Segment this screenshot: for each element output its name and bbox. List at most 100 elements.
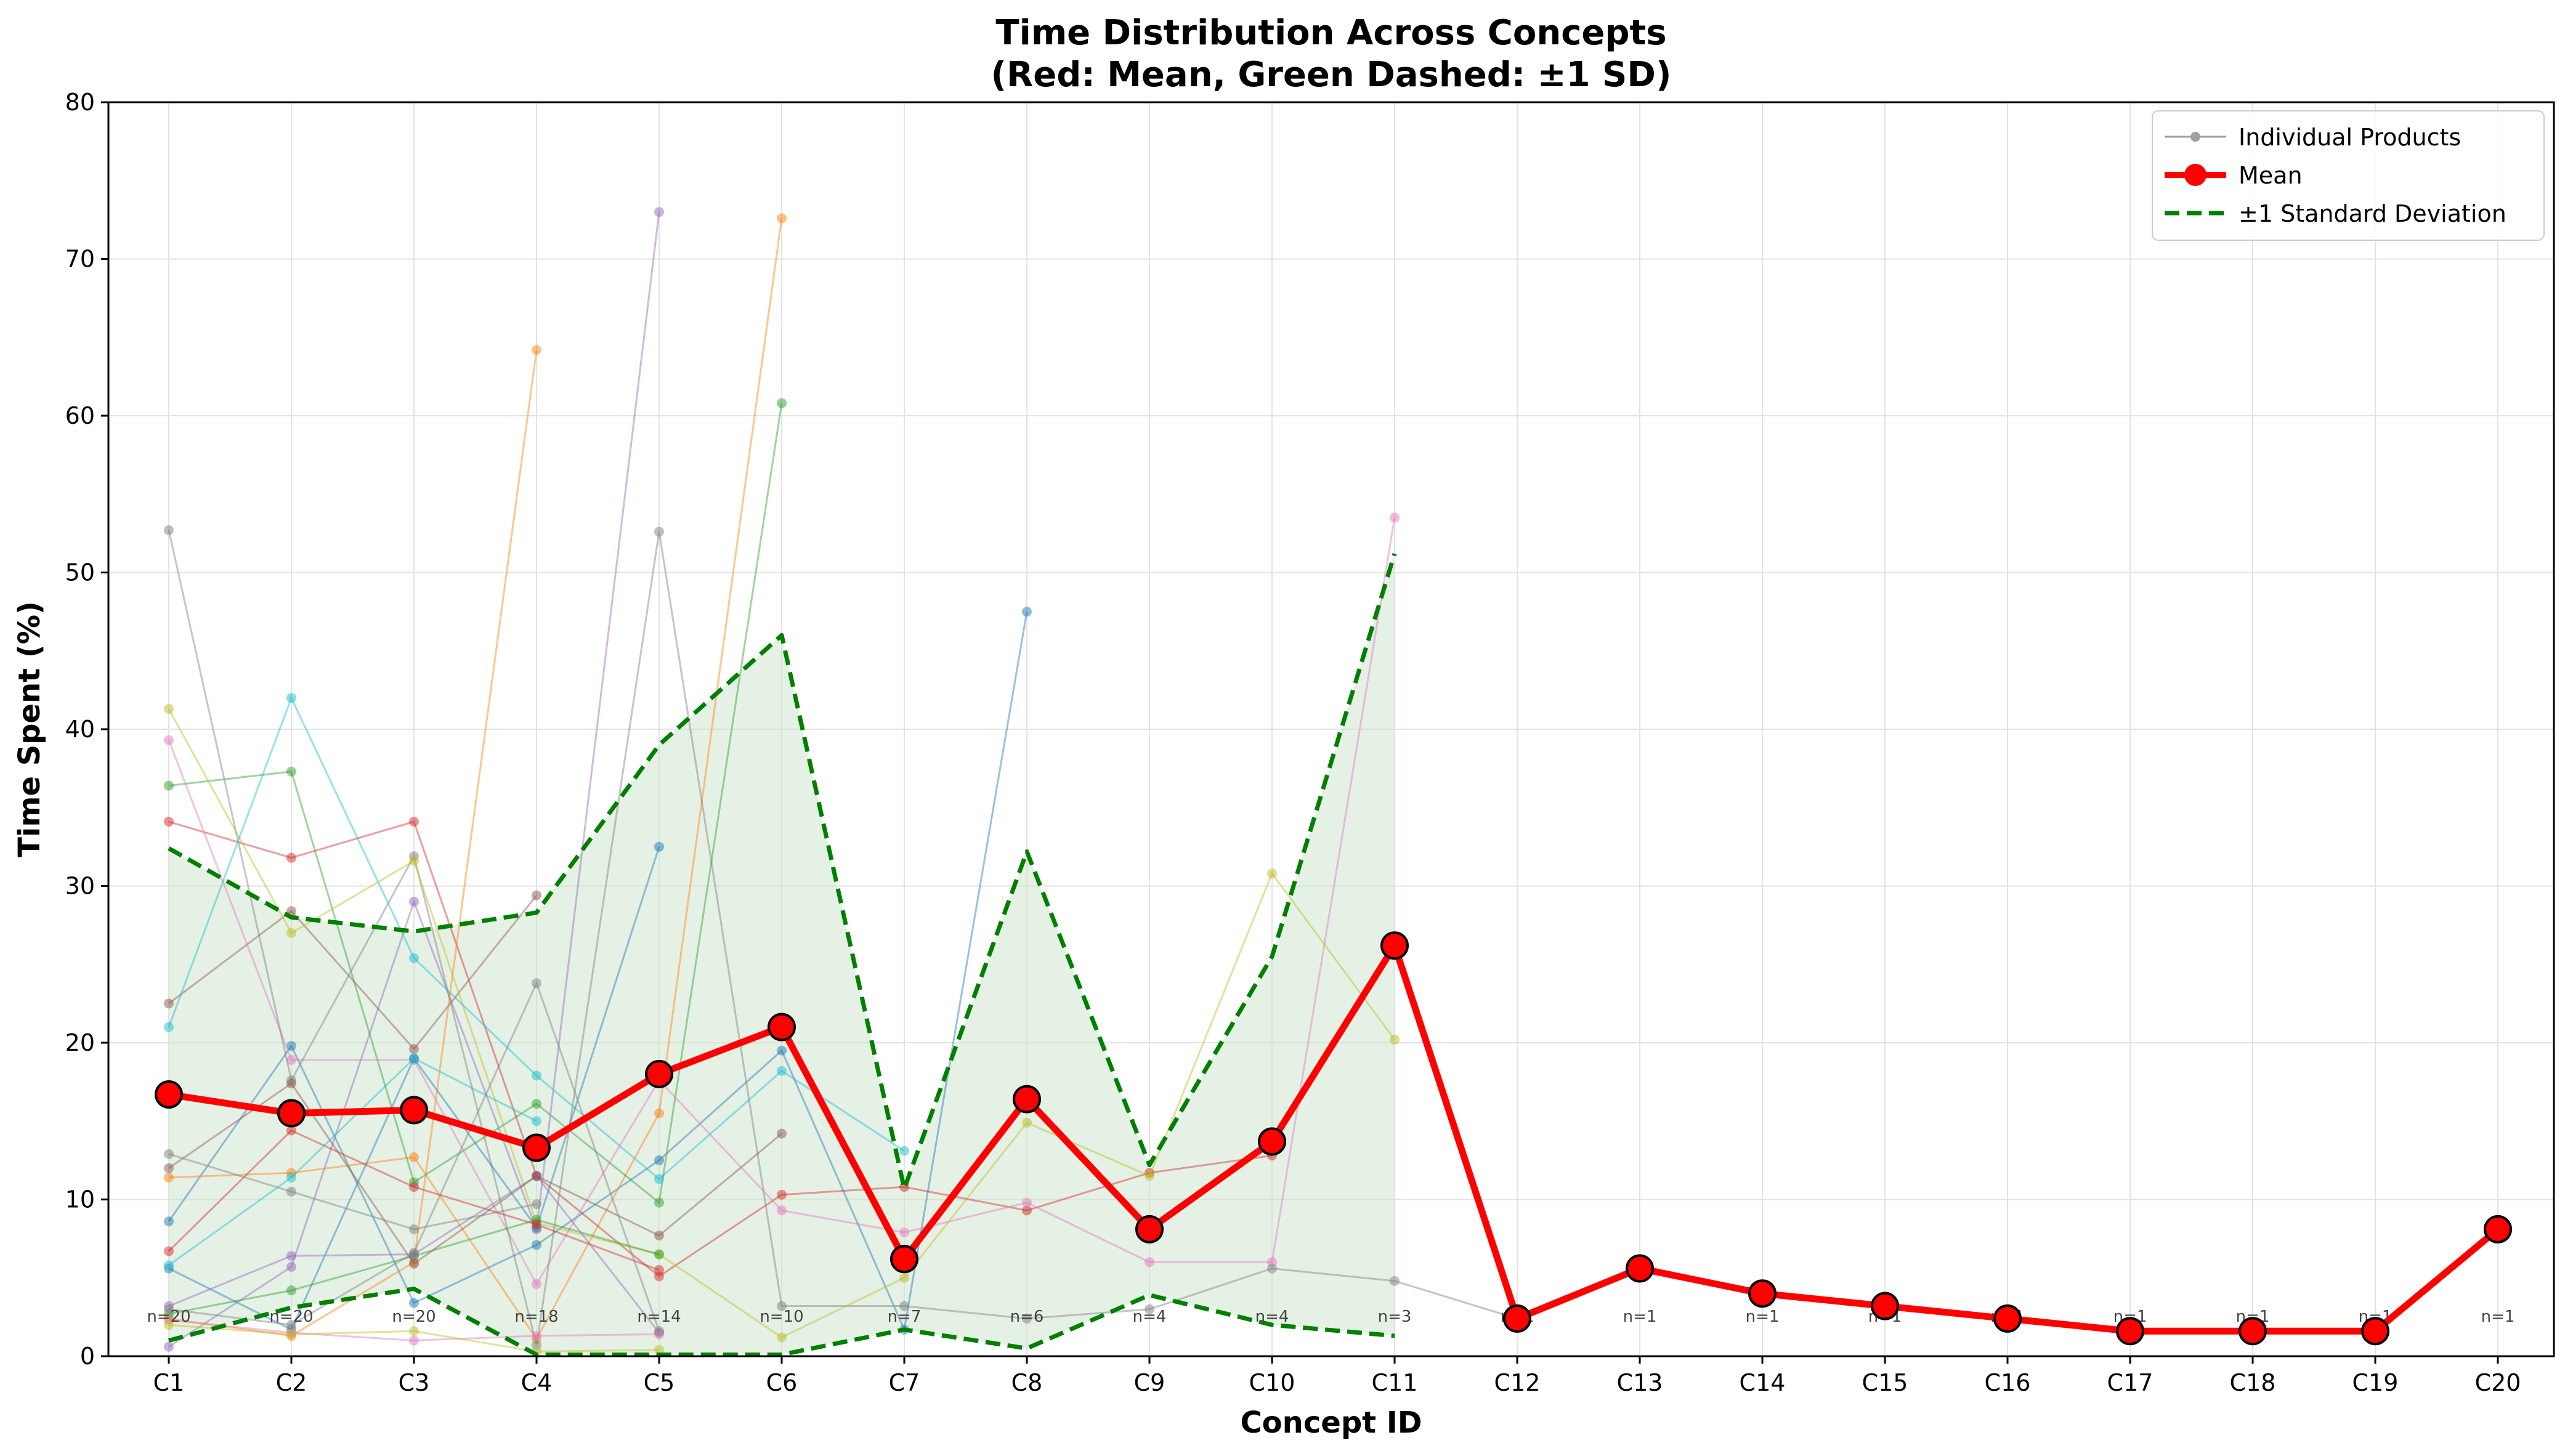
- product-point: [1145, 1171, 1154, 1181]
- product-point: [654, 207, 664, 217]
- product-point: [777, 1332, 787, 1343]
- product-series: [164, 1078, 787, 1269]
- product-point: [899, 1227, 909, 1237]
- mean-point: [1871, 1292, 1899, 1321]
- mean-point: [890, 1245, 918, 1274]
- product-point: [164, 1320, 174, 1330]
- sample-size-label: n=4: [1133, 1308, 1167, 1326]
- product-point: [409, 1298, 419, 1308]
- x-tick-label: C12: [1494, 1369, 1541, 1396]
- legend-mean-marker: [2184, 164, 2206, 186]
- product-point: [409, 1224, 419, 1234]
- x-tick-label: C5: [644, 1369, 675, 1396]
- product-point: [1145, 1304, 1154, 1314]
- product-point: [164, 1304, 174, 1314]
- y-tick-label: 50: [65, 559, 95, 586]
- product-line: [168, 1057, 537, 1266]
- product-point: [409, 1152, 419, 1162]
- x-tick-label: C18: [2230, 1369, 2276, 1396]
- product-point: [1022, 1117, 1032, 1128]
- x-tick-label: C13: [1617, 1369, 1663, 1396]
- product-point: [409, 1326, 419, 1337]
- x-tick-label: C3: [399, 1369, 430, 1396]
- sample-size-label: n=18: [514, 1308, 558, 1326]
- product-point: [1022, 1197, 1032, 1208]
- mean-point: [1993, 1304, 2022, 1333]
- product-point: [654, 1197, 664, 1208]
- product-point: [532, 1116, 541, 1126]
- x-tick-label: C4: [521, 1369, 553, 1396]
- x-tick-label: C20: [2475, 1369, 2521, 1396]
- product-series: [164, 607, 1032, 1335]
- product-series: [164, 1125, 664, 1276]
- mean-point: [2361, 1317, 2389, 1346]
- product-point: [1145, 1257, 1154, 1268]
- mean-point: [155, 1080, 183, 1109]
- product-point: [1022, 1313, 1032, 1324]
- mean-point: [768, 1013, 796, 1041]
- legend-frame: [2152, 110, 2545, 241]
- product-point: [654, 527, 664, 537]
- product-point: [409, 1182, 419, 1192]
- product-line: [168, 218, 783, 1341]
- individual-products: [164, 207, 1522, 1357]
- product-point: [1390, 1276, 1400, 1286]
- chart-title: Time Distribution Across Concepts: [995, 13, 1666, 53]
- mean-point: [2484, 1215, 2512, 1244]
- product-point: [286, 852, 296, 863]
- product-point: [286, 1054, 296, 1065]
- sample-size-label: n=20: [269, 1308, 313, 1326]
- mean-point: [1503, 1304, 1531, 1333]
- product-point: [899, 1146, 909, 1156]
- product-point: [532, 1279, 541, 1289]
- product-point: [164, 525, 174, 535]
- product-point: [286, 1186, 296, 1197]
- product-point: [409, 817, 419, 827]
- sample-size-label: n=3: [1378, 1308, 1412, 1326]
- product-series: [164, 1320, 664, 1357]
- x-tick-label: C2: [276, 1369, 307, 1396]
- product-point: [164, 1163, 174, 1173]
- product-point: [654, 1326, 664, 1337]
- product-line: [168, 820, 1273, 1278]
- product-point: [1022, 1205, 1032, 1216]
- mean-point: [277, 1099, 306, 1128]
- product-point: [286, 766, 296, 777]
- product-point: [164, 1260, 174, 1271]
- product-point: [532, 1219, 541, 1230]
- y-tick-label: 60: [65, 402, 95, 429]
- product-point: [654, 1265, 664, 1276]
- x-tick-label: C1: [153, 1369, 185, 1396]
- mean-line: [168, 942, 2500, 1335]
- product-point: [777, 1045, 787, 1056]
- product-point: [1390, 1034, 1400, 1045]
- legend-sd-label: ±1 Standard Deviation: [2239, 200, 2506, 227]
- product-point: [1390, 512, 1400, 523]
- mean-point: [1013, 1085, 1041, 1114]
- product-point: [409, 953, 419, 963]
- legend-mean-label: Mean: [2239, 162, 2303, 189]
- sd-upper-line: [168, 552, 1397, 1191]
- sample-size-label: n=1: [2481, 1308, 2515, 1326]
- product-point: [1267, 868, 1277, 879]
- product-point: [286, 1172, 296, 1183]
- sample-size-label: n=20: [392, 1308, 436, 1326]
- product-point: [286, 1078, 296, 1089]
- x-tick-label: C14: [1740, 1369, 1786, 1396]
- product-point: [164, 703, 174, 714]
- mean-point: [1626, 1254, 1654, 1283]
- legend-individual-marker: [2190, 132, 2200, 142]
- product-point: [532, 1171, 541, 1181]
- x-tick-label: C11: [1372, 1369, 1418, 1396]
- product-point: [164, 735, 174, 745]
- product-point: [409, 1044, 419, 1054]
- product-point: [777, 213, 787, 224]
- mean-point: [2116, 1317, 2144, 1346]
- product-point: [777, 1189, 787, 1200]
- product-point: [286, 1041, 296, 1051]
- mean-point: [645, 1059, 673, 1088]
- mean-point: [2239, 1317, 2267, 1346]
- product-point: [532, 1070, 541, 1081]
- product-point: [654, 1155, 664, 1165]
- sample-size-label: n=10: [760, 1308, 803, 1326]
